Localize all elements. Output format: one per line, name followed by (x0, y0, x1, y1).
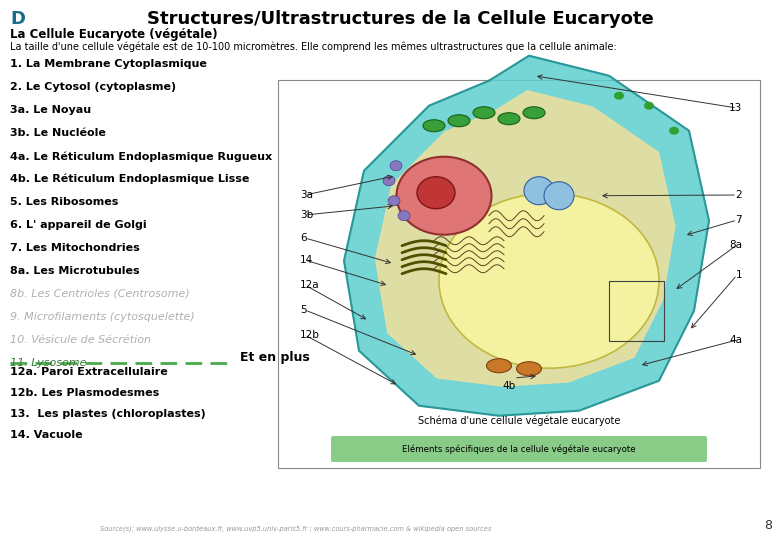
Text: Source(s): www.ulysse.u-bordeaux.fr, www.uvp5.univ-paris5.fr ; www.cours-pharmac: Source(s): www.ulysse.u-bordeaux.fr, www… (100, 525, 491, 532)
Ellipse shape (644, 102, 654, 110)
Text: 4a. Le Réticulum Endoplasmique Rugueux: 4a. Le Réticulum Endoplasmique Rugueux (10, 151, 272, 161)
Text: 6. L' appareil de Golgi: 6. L' appareil de Golgi (10, 220, 147, 230)
Ellipse shape (398, 211, 410, 221)
Text: Eléments spécifiques de la cellule végétale eucaryote: Eléments spécifiques de la cellule végét… (402, 444, 636, 454)
Ellipse shape (544, 182, 574, 210)
Text: Et en plus: Et en plus (240, 352, 310, 365)
Ellipse shape (487, 359, 512, 373)
Ellipse shape (524, 177, 554, 205)
Ellipse shape (498, 113, 520, 125)
Text: 2: 2 (736, 190, 742, 200)
Ellipse shape (614, 92, 624, 100)
Text: 3b: 3b (300, 210, 314, 220)
Text: 13: 13 (729, 103, 742, 113)
Text: 13.  Les plastes (chloroplastes): 13. Les plastes (chloroplastes) (10, 409, 206, 419)
Ellipse shape (669, 127, 679, 134)
Text: 3a. Le Noyau: 3a. Le Noyau (10, 105, 91, 115)
Text: 8: 8 (764, 519, 772, 532)
Text: 3b. Le Nucléole: 3b. Le Nucléole (10, 128, 106, 138)
Ellipse shape (448, 114, 470, 127)
Text: 14: 14 (300, 255, 314, 265)
Text: 7: 7 (736, 215, 742, 225)
Text: 14. Vacuole: 14. Vacuole (10, 430, 83, 440)
Text: 2. Le Cytosol (cytoplasme): 2. Le Cytosol (cytoplasme) (10, 82, 176, 92)
Text: 1. La Membrane Cytoplasmique: 1. La Membrane Cytoplasmique (10, 59, 207, 69)
Text: 1: 1 (736, 270, 742, 280)
Text: 12a. Paroi Extracellulaire: 12a. Paroi Extracellulaire (10, 367, 168, 377)
Text: D: D (10, 10, 25, 28)
FancyBboxPatch shape (331, 436, 707, 462)
Text: 9. Microfilaments (cytosquelette): 9. Microfilaments (cytosquelette) (10, 312, 195, 322)
Text: 7. Les Mitochondries: 7. Les Mitochondries (10, 243, 140, 253)
Text: La Cellule Eucaryote (végétale): La Cellule Eucaryote (végétale) (10, 28, 218, 41)
Text: Structures/Ultrastructures de la Cellule Eucaryote: Structures/Ultrastructures de la Cellule… (147, 10, 654, 28)
Text: 4a: 4a (729, 335, 742, 345)
Text: 11. Lysosome: 11. Lysosome (10, 358, 87, 368)
Text: 5. Les Ribosomes: 5. Les Ribosomes (10, 197, 119, 207)
Ellipse shape (423, 120, 445, 132)
Text: 4b. Le Réticulum Endoplasmique Lisse: 4b. Le Réticulum Endoplasmique Lisse (10, 174, 250, 185)
Bar (278, 80, 760, 468)
Text: 6: 6 (300, 233, 307, 243)
Text: 8b. Les Centrioles (Centrosome): 8b. Les Centrioles (Centrosome) (10, 289, 190, 299)
Text: 12b: 12b (300, 330, 320, 340)
Ellipse shape (439, 193, 659, 368)
Text: Schéma d'une cellule végétale eucaryote: Schéma d'une cellule végétale eucaryote (418, 416, 620, 426)
Text: 12a: 12a (300, 280, 320, 290)
Text: 8a. Les Microtubules: 8a. Les Microtubules (10, 266, 140, 276)
Text: 4b: 4b (502, 381, 516, 391)
Text: 5: 5 (300, 305, 307, 315)
Ellipse shape (516, 362, 541, 376)
Text: 10. Vésicule de Sécrétion: 10. Vésicule de Sécrétion (10, 335, 151, 345)
Polygon shape (375, 91, 675, 386)
Ellipse shape (396, 157, 491, 235)
Polygon shape (344, 56, 709, 416)
Ellipse shape (417, 177, 455, 209)
Ellipse shape (390, 161, 402, 171)
Ellipse shape (383, 176, 395, 186)
Text: 8a: 8a (729, 240, 742, 250)
Ellipse shape (388, 195, 400, 206)
Bar (609, 281, 664, 341)
Text: 3a: 3a (300, 190, 313, 200)
Ellipse shape (473, 107, 495, 119)
Text: La taille d'une cellule végétale est de 10-100 micromètres. Elle comprend les mê: La taille d'une cellule végétale est de … (10, 41, 617, 51)
Ellipse shape (523, 107, 545, 119)
Text: 12b. Les Plasmodesmes: 12b. Les Plasmodesmes (10, 388, 159, 398)
